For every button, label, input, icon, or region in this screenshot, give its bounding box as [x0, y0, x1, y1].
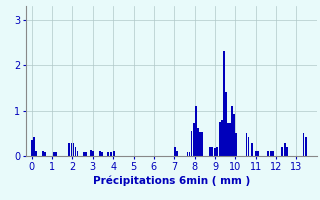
Bar: [233, 114, 235, 156]
Bar: [227, 123, 229, 156]
Bar: [107, 152, 109, 156]
Bar: [246, 133, 247, 156]
Bar: [251, 143, 252, 156]
Bar: [195, 106, 196, 156]
Bar: [270, 151, 272, 156]
Bar: [85, 152, 87, 156]
Bar: [90, 150, 92, 156]
Bar: [101, 152, 103, 156]
Bar: [236, 133, 237, 156]
Bar: [305, 137, 307, 156]
Bar: [214, 148, 216, 156]
Bar: [92, 151, 94, 156]
Bar: [73, 143, 74, 156]
Bar: [281, 147, 283, 156]
Bar: [35, 151, 37, 156]
Bar: [44, 152, 46, 156]
Bar: [188, 152, 190, 156]
Bar: [55, 152, 57, 156]
Bar: [225, 92, 227, 156]
Bar: [231, 106, 233, 156]
Bar: [174, 147, 176, 156]
Bar: [303, 133, 304, 156]
Bar: [199, 132, 201, 156]
Bar: [272, 151, 274, 156]
Bar: [201, 132, 203, 156]
Bar: [255, 151, 257, 156]
Bar: [191, 131, 193, 156]
Bar: [42, 151, 44, 156]
Bar: [83, 152, 84, 156]
Bar: [221, 120, 223, 156]
Bar: [197, 128, 199, 156]
Bar: [70, 143, 72, 156]
Bar: [33, 137, 35, 156]
Bar: [187, 152, 188, 156]
Bar: [219, 122, 221, 156]
Bar: [53, 152, 55, 156]
Bar: [209, 147, 211, 156]
Bar: [99, 151, 101, 156]
Bar: [176, 151, 178, 156]
Bar: [284, 143, 286, 156]
Bar: [216, 147, 218, 156]
Bar: [193, 123, 195, 156]
X-axis label: Précipitations 6min ( mm ): Précipitations 6min ( mm ): [92, 176, 250, 186]
Bar: [267, 151, 269, 156]
Bar: [110, 152, 112, 156]
Bar: [248, 137, 250, 156]
Bar: [68, 143, 70, 156]
Bar: [257, 151, 259, 156]
Bar: [75, 147, 76, 156]
Bar: [31, 140, 33, 156]
Bar: [76, 151, 78, 156]
Bar: [211, 147, 213, 156]
Bar: [113, 151, 115, 156]
Bar: [286, 147, 288, 156]
Bar: [229, 123, 231, 156]
Bar: [223, 51, 225, 156]
